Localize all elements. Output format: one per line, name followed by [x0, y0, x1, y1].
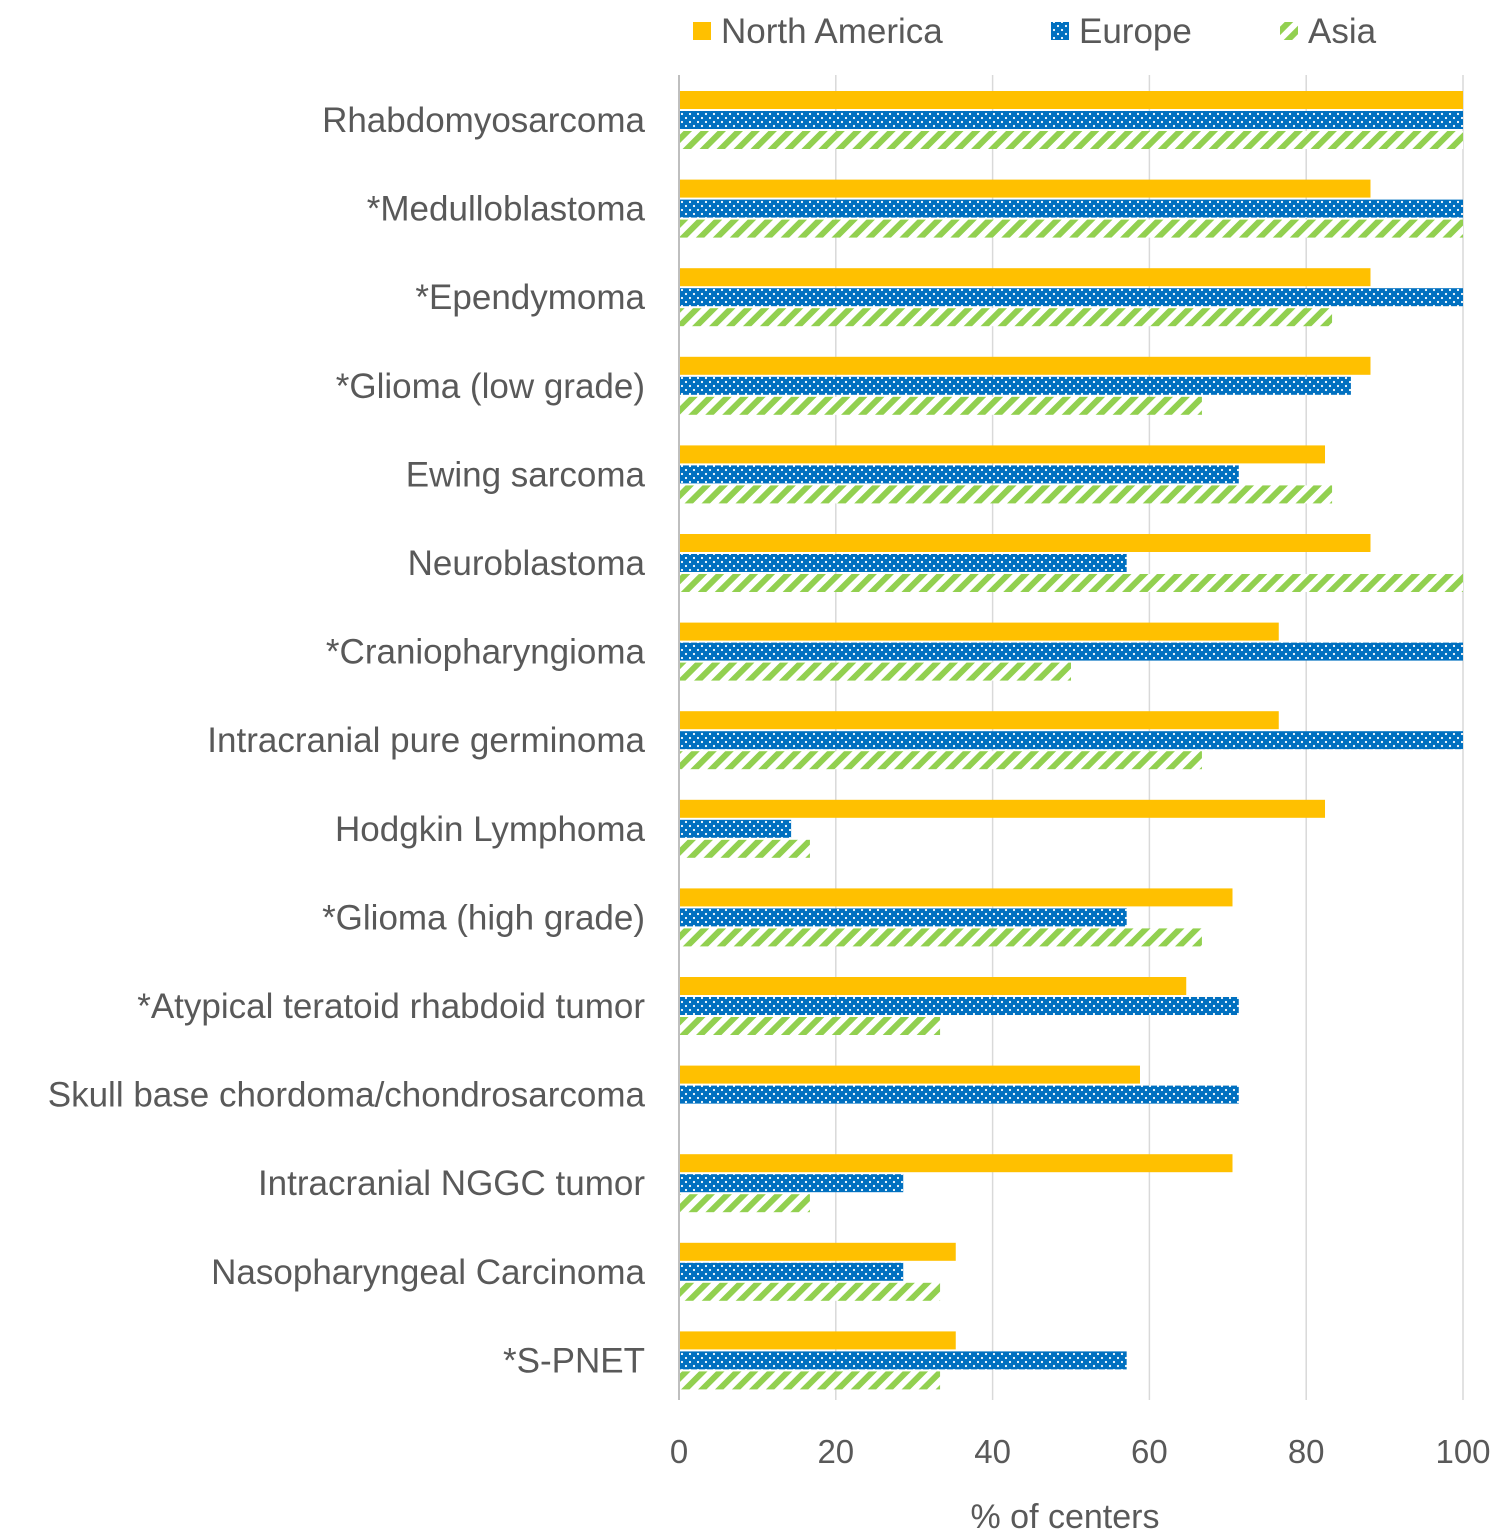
bar-asia [679, 1017, 941, 1035]
category-label: Intracranial NGGC tumor [258, 1164, 645, 1203]
bar-north-america [679, 356, 1371, 375]
bar-north-america [679, 622, 1279, 641]
bar-north-america [679, 268, 1371, 287]
bar-north-america [679, 799, 1326, 818]
legend-label: Asia [1308, 12, 1377, 51]
legend-swatch [1280, 22, 1298, 40]
category-label: Nasopharyngeal Carcinoma [211, 1253, 645, 1292]
category-label: Hodgkin Lymphoma [335, 810, 646, 849]
bar-north-america [679, 1331, 956, 1350]
bar-asia [679, 574, 1463, 592]
x-tick-label: 0 [670, 1433, 688, 1470]
bar-europe [679, 819, 792, 838]
bar-north-america [679, 91, 1463, 109]
bar-asia [679, 485, 1333, 504]
bar-asia [679, 928, 1202, 947]
bar-asia [679, 219, 1463, 238]
bar-europe [679, 997, 1239, 1015]
bar-europe [679, 1085, 1239, 1104]
x-tick-label: 20 [817, 1433, 854, 1470]
bar-asia [679, 751, 1202, 770]
x-tick-label: 80 [1288, 1433, 1325, 1470]
category-label: Neuroblastoma [408, 544, 646, 583]
category-label: *Glioma (high grade) [322, 898, 645, 937]
x-tick-label: 40 [974, 1433, 1011, 1470]
category-label: *Atypical teratoid rhabdoid tumor [137, 987, 645, 1026]
axes: 0 20 40 60 80 100 [670, 75, 1491, 1470]
legend-swatch [1051, 22, 1069, 40]
bar-asia [679, 131, 1463, 149]
bar-europe [679, 642, 1463, 661]
bar-north-america [679, 977, 1187, 995]
bar-europe [679, 199, 1463, 218]
bar-asia [679, 1371, 941, 1390]
category-label: Intracranial pure germinoma [207, 721, 645, 760]
bar-north-america [679, 1242, 956, 1261]
bar-north-america [679, 445, 1326, 464]
bar-north-america [679, 1065, 1140, 1084]
bar-asia [679, 662, 1071, 681]
bar-europe [679, 1262, 904, 1281]
bar-europe [679, 288, 1463, 307]
bar-north-america [679, 711, 1279, 730]
bar-europe [679, 111, 1463, 129]
bar-europe [679, 465, 1239, 484]
bar-asia [679, 839, 810, 858]
legend-label: Europe [1079, 12, 1192, 51]
bar-north-america [679, 888, 1233, 907]
bar-asia [679, 396, 1202, 415]
bar-asia [679, 1282, 941, 1301]
x-axis-title: % of centers [971, 1498, 1160, 1533]
x-tick-label: 60 [1131, 1433, 1168, 1470]
legend: North America Europe Asia [693, 12, 1377, 51]
x-tick-label: 100 [1435, 1433, 1490, 1470]
bar-asia [679, 308, 1333, 327]
bar-asia [679, 1194, 810, 1213]
bar-europe [679, 731, 1463, 750]
bars [679, 91, 1463, 1390]
category-label: *Glioma (low grade) [336, 367, 645, 406]
legend-swatch [693, 22, 711, 40]
bar-europe [679, 1174, 904, 1193]
bar-north-america [679, 1154, 1233, 1173]
bar-north-america [679, 534, 1371, 552]
category-label: Rhabdomyosarcoma [322, 101, 645, 140]
category-label: *S-PNET [503, 1341, 645, 1380]
legend-label: North America [721, 12, 943, 51]
category-label: *Medulloblastoma [367, 190, 646, 229]
category-label: Ewing sarcoma [406, 455, 646, 494]
bar-europe [679, 554, 1127, 572]
category-label: *Craniopharyngioma [326, 633, 646, 672]
bar-north-america [679, 179, 1371, 198]
bar-europe [679, 1351, 1127, 1370]
category-label: Skull base chordoma/chondrosarcoma [48, 1076, 646, 1115]
bar-europe [679, 908, 1127, 927]
category-label: *Ependymoma [415, 278, 645, 317]
bar-europe [679, 376, 1351, 395]
category-labels: Rhabdomyosarcoma *Medulloblastoma *Ependym… [48, 101, 646, 1380]
